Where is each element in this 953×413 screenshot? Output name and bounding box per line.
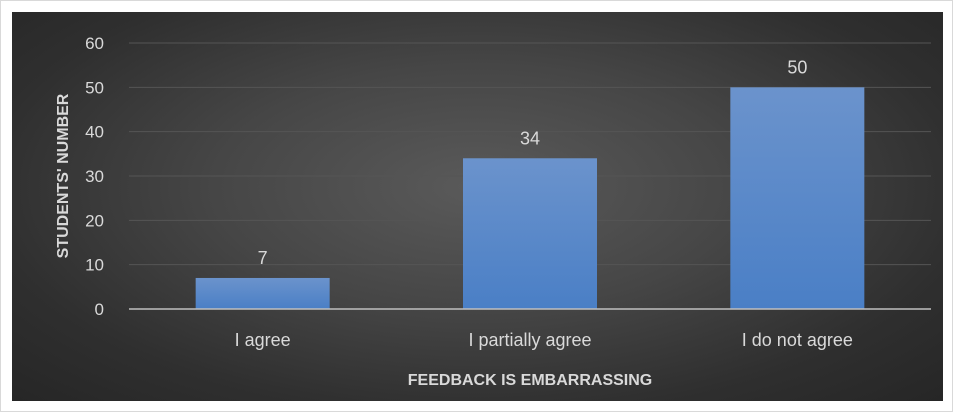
x-axis-title: FEEDBACK IS EMBARRASSING — [408, 372, 652, 389]
y-tick-label: 60 — [85, 34, 104, 53]
x-axis-ticks: I agree I partially agree I do not agree — [235, 330, 853, 350]
bars — [195, 87, 865, 309]
y-tick-label: 0 — [95, 300, 104, 319]
y-tick-label: 40 — [85, 123, 104, 142]
bar — [730, 87, 865, 309]
y-axis-ticks: 0 10 20 30 40 50 60 — [85, 34, 104, 319]
y-tick-label: 20 — [85, 211, 104, 230]
y-tick-label: 50 — [85, 78, 104, 97]
y-tick-label: 30 — [85, 167, 104, 186]
bar — [195, 277, 330, 309]
data-label: 34 — [520, 128, 540, 148]
bar — [463, 158, 597, 309]
x-tick-label: I agree — [235, 330, 291, 350]
x-tick-label: I partially agree — [468, 330, 591, 350]
data-labels: 7 34 50 — [258, 57, 808, 268]
data-label: 50 — [787, 57, 807, 77]
y-tick-label: 10 — [85, 256, 104, 275]
data-label: 7 — [258, 248, 268, 268]
y-axis-title: STUDENTS' NUMBER — [55, 93, 72, 258]
x-tick-label: I do not agree — [742, 330, 853, 350]
